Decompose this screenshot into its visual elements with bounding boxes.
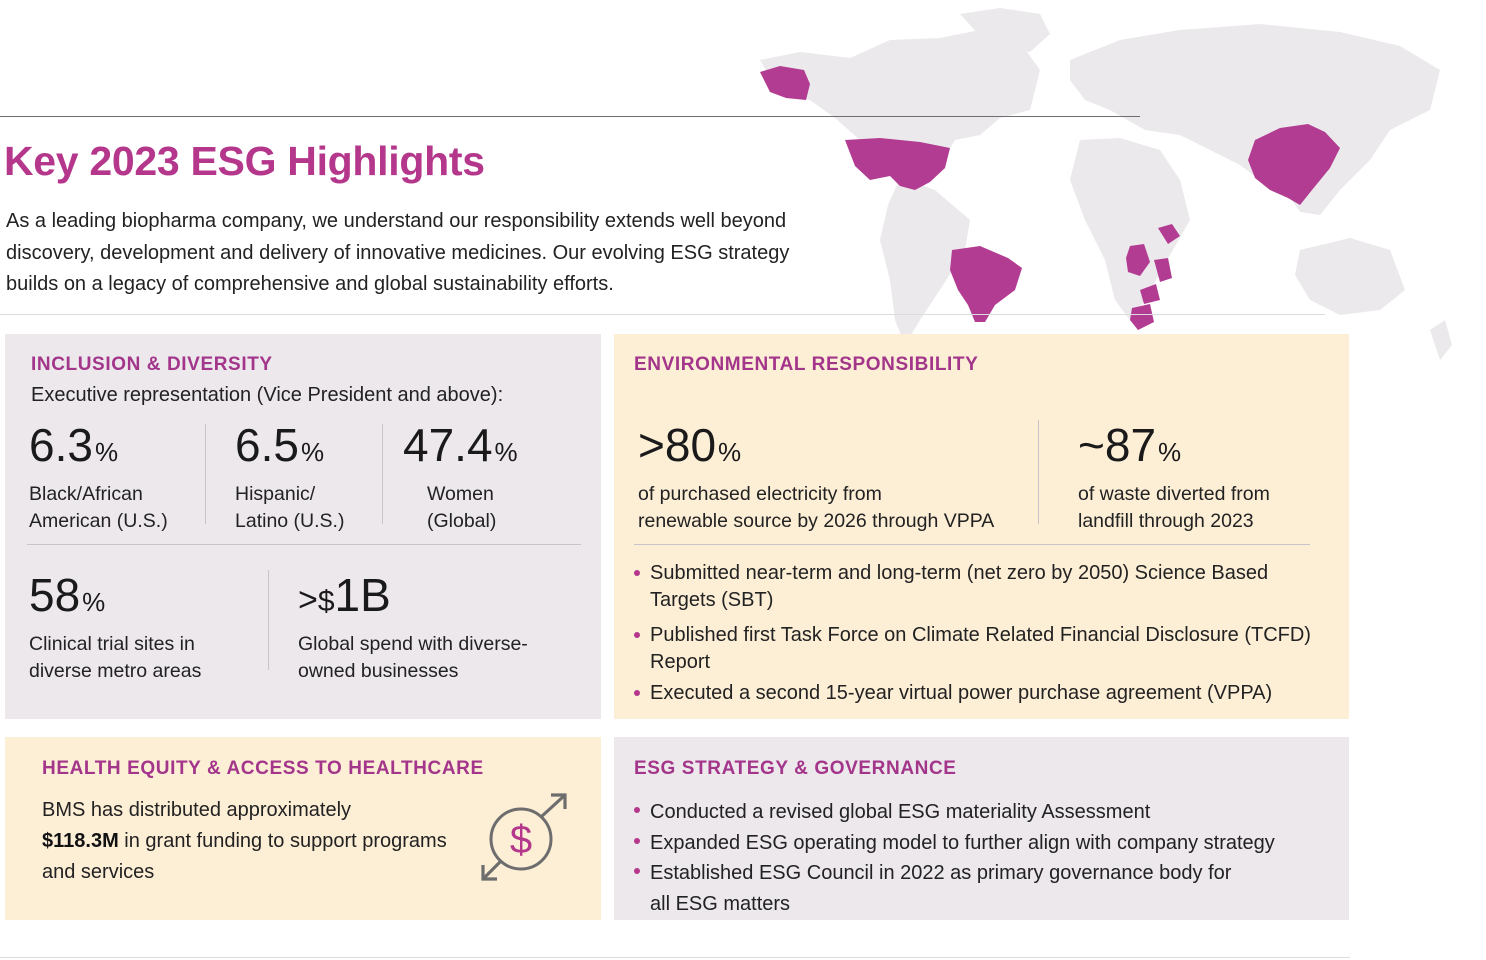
- esg-bullets: Conducted a revised global ESG materiali…: [634, 797, 1275, 919]
- bottom-divider: [0, 957, 1350, 958]
- list-item: Executed a second 15-year virtual power …: [634, 680, 1311, 707]
- health-heading: HEALTH EQUITY & ACCESS TO HEALTHCARE: [42, 758, 484, 779]
- stat-row-divider: [27, 544, 581, 545]
- stat-black-african-american: 6.3% Black/African American (U.S.): [29, 419, 168, 532]
- esg-strategy-panel: ESG STRATEGY & GOVERNANCE Conducted a re…: [614, 737, 1349, 920]
- intro-paragraph: As a leading biopharma company, we under…: [6, 210, 790, 295]
- stat-clinical-trial-sites: 58% Clinical trial sites in diverse metro…: [29, 569, 202, 682]
- environmental-responsibility-panel: ENVIRONMENTAL RESPONSIBILITY >80% of pur…: [614, 334, 1349, 719]
- stat-divider: [382, 424, 383, 524]
- stat-waste-diverted: ~87% of waste diverted from landfill thro…: [1078, 419, 1270, 532]
- stat-women: 47.4% Women (Global): [403, 419, 518, 532]
- world-map-icon: [760, 8, 1452, 360]
- stat-divider: [205, 424, 206, 524]
- esg-heading: ESG STRATEGY & GOVERNANCE: [634, 758, 957, 779]
- health-equity-panel: HEALTH EQUITY & ACCESS TO HEALTHCARE BMS…: [5, 737, 601, 920]
- intro-divider: [0, 314, 1325, 315]
- inclusion-diversity-panel: INCLUSION & DIVERSITY Executive represen…: [5, 334, 601, 719]
- top-divider: [0, 116, 1140, 117]
- stat-renewable-electricity: >80% of purchased electricity from renewa…: [638, 419, 995, 532]
- stat-diverse-spend: >$1B Global spend with diverse-owned bus…: [298, 569, 528, 682]
- grant-amount: $118.3M: [42, 830, 119, 852]
- health-text: BMS has distributed approximately $118.3M…: [42, 799, 447, 883]
- inclusion-subheading: Executive representation (Vice President…: [31, 384, 504, 406]
- stat-divider: [268, 570, 269, 670]
- stat-divider: [1038, 420, 1039, 524]
- list-item: Published first Task Force on Climate Re…: [634, 622, 1311, 676]
- list-item: Expanded ESG operating model to further …: [634, 828, 1275, 859]
- page-title: Key 2023 ESG Highlights: [4, 138, 485, 184]
- list-item: Established ESG Council in 2022 as prima…: [634, 858, 1275, 919]
- stat-hispanic-latino: 6.5% Hispanic/Latino (U.S.): [235, 419, 345, 532]
- list-item: Submitted near-term and long-term (net z…: [634, 560, 1311, 614]
- environment-heading: ENVIRONMENTAL RESPONSIBILITY: [634, 354, 979, 375]
- svg-text:$: $: [510, 818, 532, 862]
- environment-bullets: Submitted near-term and long-term (net z…: [634, 560, 1311, 707]
- list-item: Conducted a revised global ESG materiali…: [634, 797, 1275, 828]
- stat-row-divider: [634, 544, 1310, 545]
- dollar-exchange-icon: $: [481, 793, 567, 881]
- inclusion-heading: INCLUSION & DIVERSITY: [31, 354, 273, 375]
